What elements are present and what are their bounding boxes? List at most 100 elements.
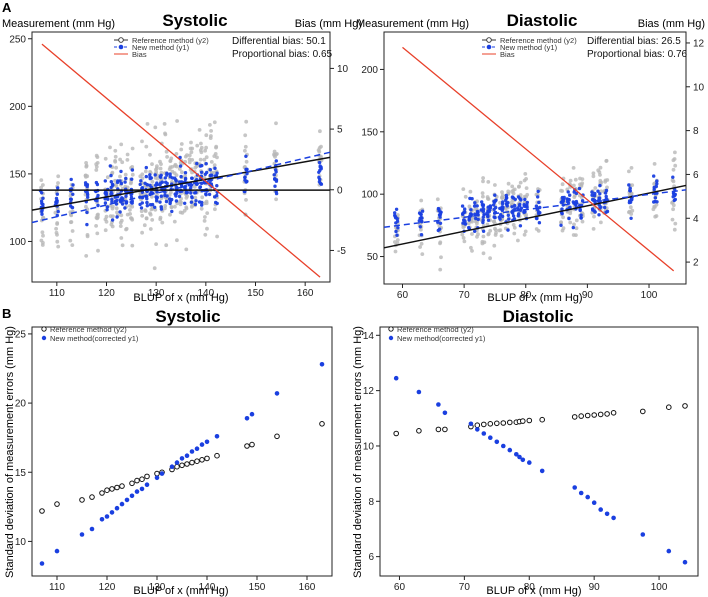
- new-method-point: [198, 185, 203, 189]
- new-method-point: [475, 204, 479, 208]
- reference-sd-point: [249, 441, 255, 448]
- new-method-point: [86, 193, 90, 197]
- reference-sd-point: [610, 410, 617, 416]
- reference-sd-point: [154, 470, 160, 477]
- x-tick-label: 140: [199, 582, 216, 593]
- reference-point: [199, 206, 204, 211]
- new-method-point: [579, 213, 583, 217]
- legend-marker-new: [41, 335, 47, 341]
- new-method-point: [153, 205, 157, 209]
- new-method-point: [504, 193, 508, 198]
- new-method-sd-point: [611, 515, 616, 521]
- new-method-point: [494, 198, 498, 202]
- y-tick-label: 150: [9, 169, 26, 180]
- new-method-point: [476, 217, 480, 222]
- new-method-point: [155, 195, 159, 200]
- reference-point: [180, 170, 184, 175]
- new-method-point: [603, 205, 607, 210]
- reference-point: [150, 179, 155, 184]
- new-method-point: [486, 214, 490, 218]
- reference-point: [603, 179, 608, 184]
- new-method-point: [488, 206, 493, 210]
- new-method-point: [491, 203, 496, 207]
- reference-point: [56, 174, 61, 179]
- new-method-point: [190, 196, 194, 200]
- new-method-point: [215, 171, 219, 175]
- reference-point: [84, 161, 88, 165]
- legend-marker-reference: [388, 326, 394, 332]
- reference-point: [598, 165, 603, 170]
- reference-point: [173, 204, 177, 209]
- reference-point: [130, 172, 135, 177]
- new-method-point: [473, 229, 477, 233]
- new-method-point: [148, 183, 152, 187]
- new-method-point: [419, 233, 424, 237]
- new-method-point: [500, 208, 504, 213]
- new-method-sd-point: [578, 490, 584, 496]
- reference-point: [492, 243, 497, 248]
- reference-point: [205, 211, 210, 216]
- new-method-point: [85, 210, 89, 215]
- new-method-point: [85, 184, 89, 189]
- new-method-point: [475, 209, 480, 214]
- new-method-point: [144, 174, 148, 179]
- reference-point: [85, 234, 90, 239]
- annotation-proportional-bias: Proportional bias: 0.76: [587, 49, 688, 60]
- new-method-point: [481, 204, 485, 209]
- new-method-point: [194, 181, 199, 185]
- reference-point: [523, 172, 528, 176]
- new-method-point: [214, 200, 218, 205]
- new-method-point: [486, 209, 490, 213]
- reference-point: [512, 231, 517, 236]
- new-method-point: [104, 191, 109, 195]
- y-right-tick-label: 2: [693, 258, 699, 269]
- y-tick-label: 150: [361, 127, 378, 138]
- reference-point: [148, 227, 153, 231]
- x-tick-label: 130: [149, 582, 166, 593]
- reference-point: [393, 249, 398, 254]
- new-method-sd-point: [194, 446, 200, 452]
- x-axis-title: BLUP of x (mm Hg): [486, 585, 581, 597]
- legend-marker-new: [118, 44, 124, 50]
- reference-point: [592, 214, 596, 219]
- new-method-point: [462, 210, 467, 214]
- new-method-point: [71, 192, 75, 196]
- reference-point: [187, 153, 192, 158]
- y-right-tick-label: 6: [693, 170, 699, 181]
- new-method-point: [124, 200, 129, 204]
- reference-point: [568, 211, 573, 216]
- new-method-point: [111, 183, 115, 187]
- new-method-sd-point: [507, 447, 513, 453]
- new-method-sd-point: [119, 501, 125, 507]
- new-method-point: [144, 194, 148, 199]
- new-method-point: [173, 192, 177, 196]
- legend-marker-reference: [41, 326, 47, 332]
- reference-point: [160, 220, 165, 225]
- new-method-fit-line: [31, 151, 331, 224]
- reference-point: [627, 169, 631, 174]
- x-axis: 110 120 130 140 150 160: [49, 576, 316, 593]
- new-method-point: [139, 179, 143, 183]
- reference-point: [244, 198, 248, 202]
- reference-point: [510, 184, 515, 189]
- new-method-point: [577, 186, 582, 191]
- reference-point: [671, 158, 676, 163]
- annotation-differential-bias: Differential bias: 50.1: [232, 36, 326, 47]
- reference-sd-point: [442, 426, 448, 433]
- new-method-point: [627, 200, 632, 205]
- new-method-point: [120, 202, 125, 206]
- reference-point: [598, 173, 602, 177]
- reference-point: [189, 140, 193, 145]
- reference-point: [468, 189, 473, 194]
- new-method-point: [473, 201, 477, 205]
- reference-point: [572, 222, 576, 227]
- new-method-point: [598, 183, 602, 188]
- reference-point: [94, 153, 99, 158]
- new-method-point: [439, 210, 443, 214]
- new-method-point: [501, 200, 505, 204]
- reference-point: [203, 148, 208, 153]
- new-method-sd-point: [184, 453, 190, 459]
- new-method-point: [420, 209, 425, 213]
- reference-point: [561, 226, 566, 231]
- reference-point: [574, 218, 579, 223]
